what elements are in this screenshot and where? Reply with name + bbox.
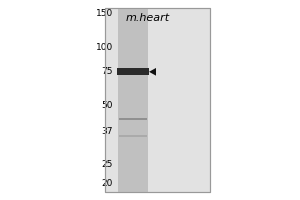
Text: 25: 25	[102, 160, 113, 169]
Bar	[118, 8, 148, 192]
Text: 37: 37	[101, 127, 113, 136]
Polygon shape	[149, 68, 156, 76]
Bar	[117, 68, 149, 75]
Text: 50: 50	[101, 101, 113, 110]
Text: 100: 100	[96, 43, 113, 52]
Text: m.heart: m.heart	[126, 13, 170, 23]
Bar	[119, 135, 147, 137]
Text: 20: 20	[102, 179, 113, 188]
Bar	[105, 8, 210, 192]
Text: 150: 150	[96, 9, 113, 18]
Bar	[105, 8, 210, 192]
Text: 75: 75	[101, 67, 113, 76]
Bar	[119, 118, 147, 120]
